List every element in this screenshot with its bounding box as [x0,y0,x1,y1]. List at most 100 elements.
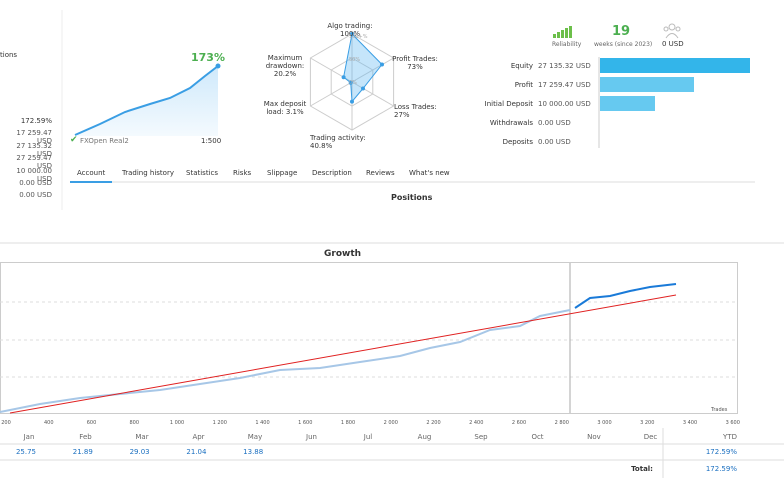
stat-value: 0.00 USD [538,119,571,127]
check: ✔ [70,135,78,145]
sidebar-value: 172.59% [20,117,52,125]
stat-label: Deposits [502,138,533,146]
x-tick-label: 1 400 [255,420,270,426]
stat-label: Withdrawals [489,119,533,127]
subscribers-icon [663,23,681,39]
gain: 173% [191,51,225,64]
month-header: Oct [531,433,544,441]
sidebar-label: tions [0,51,18,59]
month-value: 21.89 [72,448,93,456]
tab[interactable]: Account [77,169,106,177]
x-tick-label: 2 600 [511,420,527,426]
x-tick-label: 2 800 [554,420,569,426]
month-header: Dec [643,433,658,441]
ytd: 172.59% [705,448,737,456]
tab[interactable]: What's new [409,169,450,177]
x-tick-label: 3 400 [682,420,698,426]
growth-line [0,309,571,413]
growth-grid [0,301,737,378]
subscribers: 0 USD [662,40,684,48]
x-axis-label: Trades [711,407,728,413]
month-header: May [247,433,263,441]
growth-title: Growth [324,249,362,259]
month-value: 13.88 [243,448,264,456]
radar-label: Max deposit load: 3.1% [263,100,307,116]
x-tick-label: 600 [86,420,97,426]
bar [600,96,655,111]
x-tick-label: 1 800 [340,420,356,426]
stat-value: 0.00 USD [538,138,571,146]
x-tick-label: 3 000 [597,420,612,426]
month-header: Mar [135,433,149,441]
x-tick-label: 2 400 [469,420,484,426]
tab[interactable]: Description [312,169,352,177]
stat-value: 10 000.00 USD [538,100,591,108]
x-tick-label: 2 000 [383,420,398,426]
stat-value: 17 259.47 USD [538,81,591,89]
weeks-label: weeks (since 2023) [594,41,653,48]
growth-line-recent [574,283,677,309]
stat-label: Profit [514,81,533,89]
month-header: Nov [587,433,601,441]
month-header: YTD [723,433,737,441]
leverage: 1:500 [201,137,222,145]
tab[interactable]: Slippage [267,169,298,177]
sidebar-value: 10 000.00 USD [16,166,52,183]
mini-area [75,66,218,136]
x-tick-label: 400 [43,420,54,426]
radar-ring: 0% [349,80,357,86]
month-header: Aug [417,433,432,441]
reliability: Reliability [552,41,582,48]
month-value: 29.03 [129,448,150,456]
radar-label: Maximum drawdown: 20.2% [265,54,305,78]
month-value: 21.04 [186,448,207,456]
radar-label: Profit Trades: 73% [392,55,438,71]
month-value: 25.75 [15,448,37,456]
radar-dots [341,32,384,104]
x-tick-label: 3 600 [725,420,740,426]
x-tick-label: 800 [129,420,140,426]
tab[interactable]: Trading history [122,169,174,177]
stat-label: Initial Deposit [484,100,533,108]
tab[interactable]: Risks [233,169,252,177]
stat-value: 27 135.32 USD [538,62,591,70]
month-header: Sep [474,433,488,441]
x-tick-label: 3 200 [640,420,655,426]
radar-label: Algo trading: 100% [327,22,373,38]
stat-label: Equity [510,62,533,70]
mini-line [74,65,219,136]
bar [600,58,750,73]
x-tick-label: 1 200 [212,420,227,426]
month-header: Jun [306,433,317,441]
sidebar-value: 0.00 USD [19,179,52,187]
x-tick-label: 1 600 [298,420,313,426]
account: FXOpen Real2 [80,137,129,145]
month-header: Feb [79,433,92,441]
trend-line [9,294,677,414]
radar-label: Trading activity: 40.8% [310,134,366,150]
x-tick-label: 200 [1,420,11,426]
mini-dot [215,63,221,69]
month-header: Jul [363,433,373,441]
total-label: Total: [631,465,653,473]
sidebar-value: 27 135.32 USD [16,141,52,158]
radar-ring: 50% [349,57,361,63]
sidebar-value: 0.00 USD [19,191,52,200]
sidebar-value: 27 259.47 USD [16,154,52,171]
x-tick-label: 1 000 [169,420,185,426]
growth-frame [0,262,738,414]
tab[interactable]: Reviews [366,169,395,177]
x-tick-label: 2 200 [426,420,441,426]
total: 172.59% [705,465,737,473]
radar-shape [343,32,383,103]
bar [600,77,694,92]
sidebar-value: 17 259.47 USD [16,129,52,146]
tab[interactable]: Statistics [186,169,218,177]
month-header: Jan [23,433,35,441]
weeks: 19 [612,24,631,39]
section-title: Positions [391,193,433,202]
month-header: Apr [192,433,205,441]
radar-label: Loss Trades: 27% [394,103,437,119]
